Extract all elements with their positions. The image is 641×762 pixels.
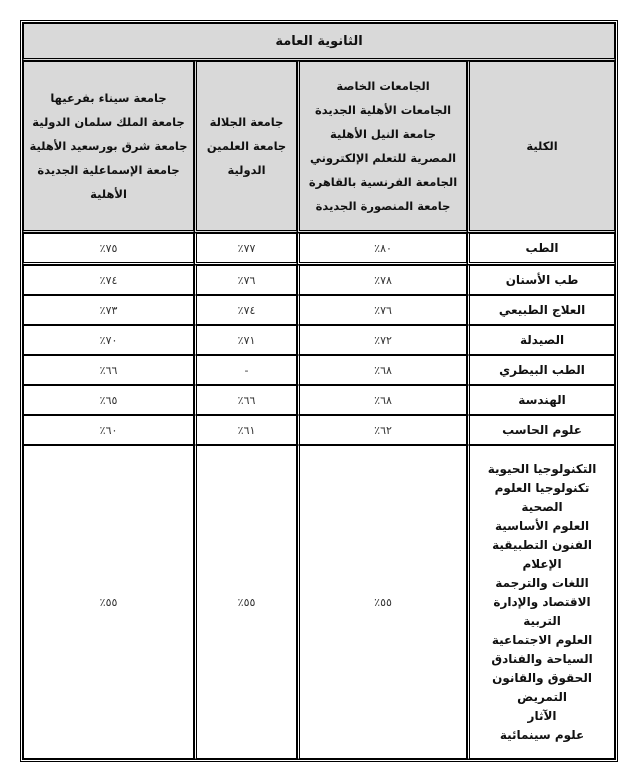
table-row: علوم الحاسب ٦٢٪ ٦١٪ ٦٠٪ [23,415,616,445]
faculty-cell: العلاج الطبيعي [467,295,616,325]
header-line: الدولية [227,163,266,177]
private-universities-cell: ٧٦٪ [297,295,468,325]
header-line: جامعة العلمين [206,139,287,153]
galala-alamein-cell: ٥٥٪ [194,445,298,759]
faculty-list-item: علوم سينمائية [499,727,585,742]
faculty-cell: علوم الحاسب [467,415,616,445]
header-galala-alamein: جامعة الجلالة جامعة العلمين الدولية [194,61,298,233]
faculty-list-item: التربية [523,613,561,628]
faculty-cell: الهندسة [467,385,616,415]
galala-alamein-cell: - [194,355,298,385]
table-row: الطب البيطري ٦٨٪ -٦٦٪ [23,355,616,385]
faculty-cell: الصيدلة [467,325,616,355]
private-universities-cell: ٥٥٪ [297,445,468,759]
header-line: جامعة سيناء بفرعيها [50,91,167,105]
faculty-list-item: الاقتصاد والإدارة [493,594,591,609]
faculty-list-item: تكنولوجيا العلوم الصحية [494,480,590,514]
faculty-list-item: الحقوق والقانون [492,670,592,685]
header-line: الأهلية [90,187,127,201]
faculty-cell: الطب [467,233,616,265]
galala-alamein-cell: ٧٧٪ [194,233,298,265]
header-line: جامعة شرق بورسعيد الأهلية [29,139,188,153]
header-private-universities: الجامعات الخاصة الجامعات الأهلية الجديدة ج… [297,61,468,233]
header-line: المصرية للتعلم الإلكتروني [309,151,457,165]
faculty-list-item: السياحة والفنادق [491,651,593,666]
faculty-cell: الطب البيطري [467,355,616,385]
galala-alamein-cell: ٧١٪ [194,325,298,355]
sinai-group-cell: ٦٠٪ [23,415,195,445]
table-title: الثانوية العامة [23,23,616,61]
sinai-group-cell: ٧٥٪ [23,233,195,265]
galala-alamein-cell: ٧٤٪ [194,295,298,325]
table-row: العلاج الطبيعي ٧٦٪ ٧٤٪ ٧٣٪ [23,295,616,325]
admission-table: الثانوية العامة الكلية الجامعات الخاصة ال… [20,20,619,762]
header-line: جامعة الملك سلمان الدولية [32,115,185,129]
faculty-list-item: اللغات والترجمة [495,575,589,590]
table-row-grouped-faculties: التكنولوجيا الحيوية تكنولوجيا العلوم الصح… [23,445,616,759]
private-universities-cell: ٧٨٪ [297,265,468,295]
header-line: الجامعات الأهلية الجديدة [314,103,452,117]
faculty-list-item: الإعلام [522,556,562,571]
faculty-cell: طب الأسنان [467,265,616,295]
table-row: الهندسة ٦٨٪ ٦٦٪ ٦٥٪ [23,385,616,415]
header-faculty: الكلية [467,61,616,233]
private-universities-cell: ٦٢٪ [297,415,468,445]
sinai-group-cell: ٥٥٪ [23,445,195,759]
private-universities-cell: ٨٠٪ [297,233,468,265]
header-line: جامعة الإسماعلية الجديدة [37,163,180,177]
table-row: الصيدلة ٧٢٪ ٧١٪ ٧٠٪ [23,325,616,355]
sinai-group-cell: ٧٠٪ [23,325,195,355]
galala-alamein-cell: ٧٦٪ [194,265,298,295]
header-line: جامعة المنصورة الجديدة [315,199,451,213]
header-sinai-group: جامعة سيناء بفرعيها جامعة الملك سلمان الد… [23,61,195,233]
faculty-list-item: الآثار [527,708,557,723]
galala-alamein-cell: ٦٦٪ [194,385,298,415]
sinai-group-cell: ٧٣٪ [23,295,195,325]
sinai-group-cell: ٧٤٪ [23,265,195,295]
table-row: طب الأسنان ٧٨٪ ٧٦٪ ٧٤٪ [23,265,616,295]
galala-alamein-cell: ٦١٪ [194,415,298,445]
header-line: الجامعة الفرنسية بالقاهرة [308,175,458,189]
private-universities-cell: ٧٢٪ [297,325,468,355]
private-universities-cell: ٦٨٪ [297,355,468,385]
faculty-list-item: العلوم الاجتماعية [491,632,593,647]
faculty-list-item: العلوم الأساسية [494,518,590,533]
admission-table-container: الثانوية العامة الكلية الجامعات الخاصة ال… [20,20,619,762]
sinai-group-cell: ٦٦٪ [23,355,195,385]
faculty-list-item: التمريض [517,689,567,704]
faculty-list-item: التكنولوجيا الحيوية [487,461,597,476]
faculty-list-item: الفنون التطبيقية [492,537,592,552]
header-line: الجامعات الخاصة [336,79,430,93]
faculty-list-cell: التكنولوجيا الحيوية تكنولوجيا العلوم الصح… [467,445,616,759]
private-universities-cell: ٦٨٪ [297,385,468,415]
header-line: جامعة الجلالة [209,115,284,129]
header-line: جامعة النيل الأهلية [330,127,437,141]
sinai-group-cell: ٦٥٪ [23,385,195,415]
table-row: الطب ٨٠٪ ٧٧٪ ٧٥٪ [23,233,616,265]
